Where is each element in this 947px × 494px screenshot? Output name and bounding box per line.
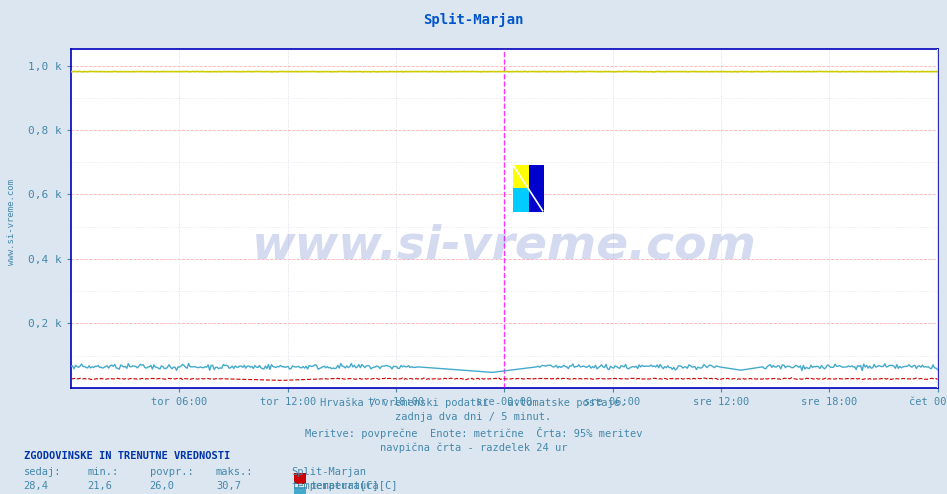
Text: maks.:: maks.: bbox=[216, 467, 254, 477]
Text: 21,6: 21,6 bbox=[87, 481, 112, 491]
Text: Meritve: povprečne  Enote: metrične  Črta: 95% meritev: Meritve: povprečne Enote: metrične Črta:… bbox=[305, 427, 642, 439]
Text: povpr.:: povpr.: bbox=[150, 467, 193, 477]
Text: temperatura[C]: temperatura[C] bbox=[311, 481, 398, 491]
Text: navpična črta - razdelek 24 ur: navpična črta - razdelek 24 ur bbox=[380, 442, 567, 453]
Text: www.si-vreme.com: www.si-vreme.com bbox=[252, 223, 757, 268]
Text: 30,7: 30,7 bbox=[216, 481, 241, 491]
Text: Hrvaška / vremenski podatki - avtomatske postaje.: Hrvaška / vremenski podatki - avtomatske… bbox=[320, 398, 627, 408]
Text: sedaj:: sedaj: bbox=[24, 467, 62, 477]
Text: ZGODOVINSKE IN TRENUTNE VREDNOSTI: ZGODOVINSKE IN TRENUTNE VREDNOSTI bbox=[24, 451, 230, 460]
Text: min.:: min.: bbox=[87, 467, 118, 477]
Text: www.si-vreme.com: www.si-vreme.com bbox=[7, 179, 16, 265]
Text: 28,4: 28,4 bbox=[24, 481, 48, 491]
Text: Split-Marjan: Split-Marjan bbox=[292, 467, 366, 477]
Bar bbox=[528, 165, 545, 212]
Text: Split-Marjan: Split-Marjan bbox=[423, 13, 524, 28]
Text: zadnja dva dni / 5 minut.: zadnja dva dni / 5 minut. bbox=[396, 412, 551, 422]
Bar bbox=[513, 165, 528, 188]
Text: temperatura[C]: temperatura[C] bbox=[292, 481, 379, 491]
Bar bbox=[513, 188, 528, 212]
Text: 26,0: 26,0 bbox=[150, 481, 174, 491]
